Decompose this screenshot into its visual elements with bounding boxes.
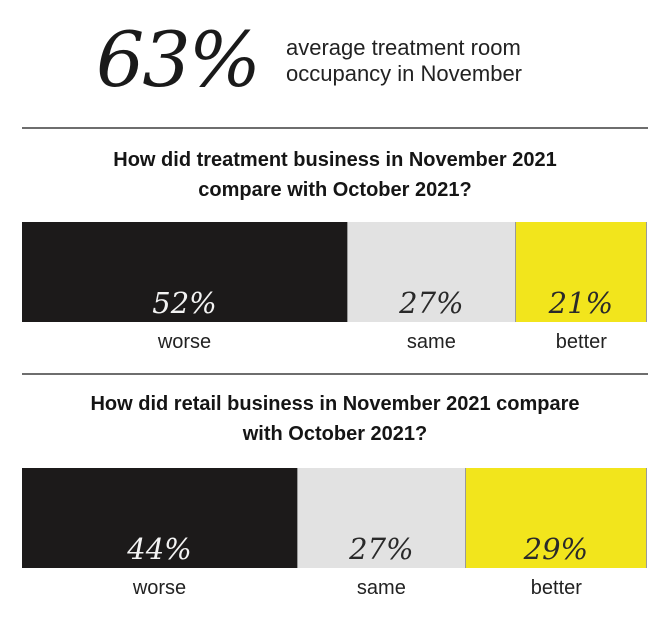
category-label-worse: worse [157, 331, 212, 353]
bar-segment-better: 21% [515, 222, 647, 322]
occupancy-stat: 63% [96, 15, 261, 104]
bar-segment-worse: 52% [22, 222, 347, 322]
data-label-same: 27% [399, 286, 464, 320]
data-label-worse: 44% [127, 532, 192, 566]
category-label-better: better [555, 331, 607, 353]
chart-2-title-line-1: How did retail business in November 2021… [90, 393, 580, 415]
chart-1-title: How did treatment business in November 2… [22, 145, 648, 205]
chart-2-stacked-bar: 44% 27% 29% [22, 468, 647, 568]
occupancy-caption-line-2: occupancy in November [286, 61, 523, 86]
bar-segment-worse: 44% [22, 468, 297, 568]
divider-middle [22, 373, 648, 375]
bar-segment-same: 27% [297, 468, 466, 568]
data-label-better: 29% [523, 532, 589, 566]
data-label-better: 21% [548, 286, 614, 320]
divider-top [22, 127, 648, 129]
occupancy-caption: average treatment room occupancy in Nove… [286, 35, 586, 87]
data-label-same: 27% [349, 532, 414, 566]
data-label-worse: 52% [152, 286, 217, 320]
category-label-same: same [406, 331, 456, 353]
chart-2-title: How did retail business in November 2021… [22, 389, 648, 449]
chart-1-title-line-2: compare with October 2021? [198, 179, 472, 201]
category-label-same: same [356, 577, 406, 599]
bar-segment-better: 29% [465, 468, 647, 568]
category-label-better: better [530, 577, 582, 599]
chart-1-title-line-1: How did treatment business in November 2… [113, 149, 557, 171]
chart-2-title-line-2: with October 2021? [242, 423, 428, 445]
occupancy-caption-line-1: average treatment room [286, 35, 521, 60]
chart-1-stacked-bar: 52% 27% 21% [22, 222, 647, 322]
bar-segment-same: 27% [347, 222, 516, 322]
category-label-worse: worse [132, 577, 187, 599]
